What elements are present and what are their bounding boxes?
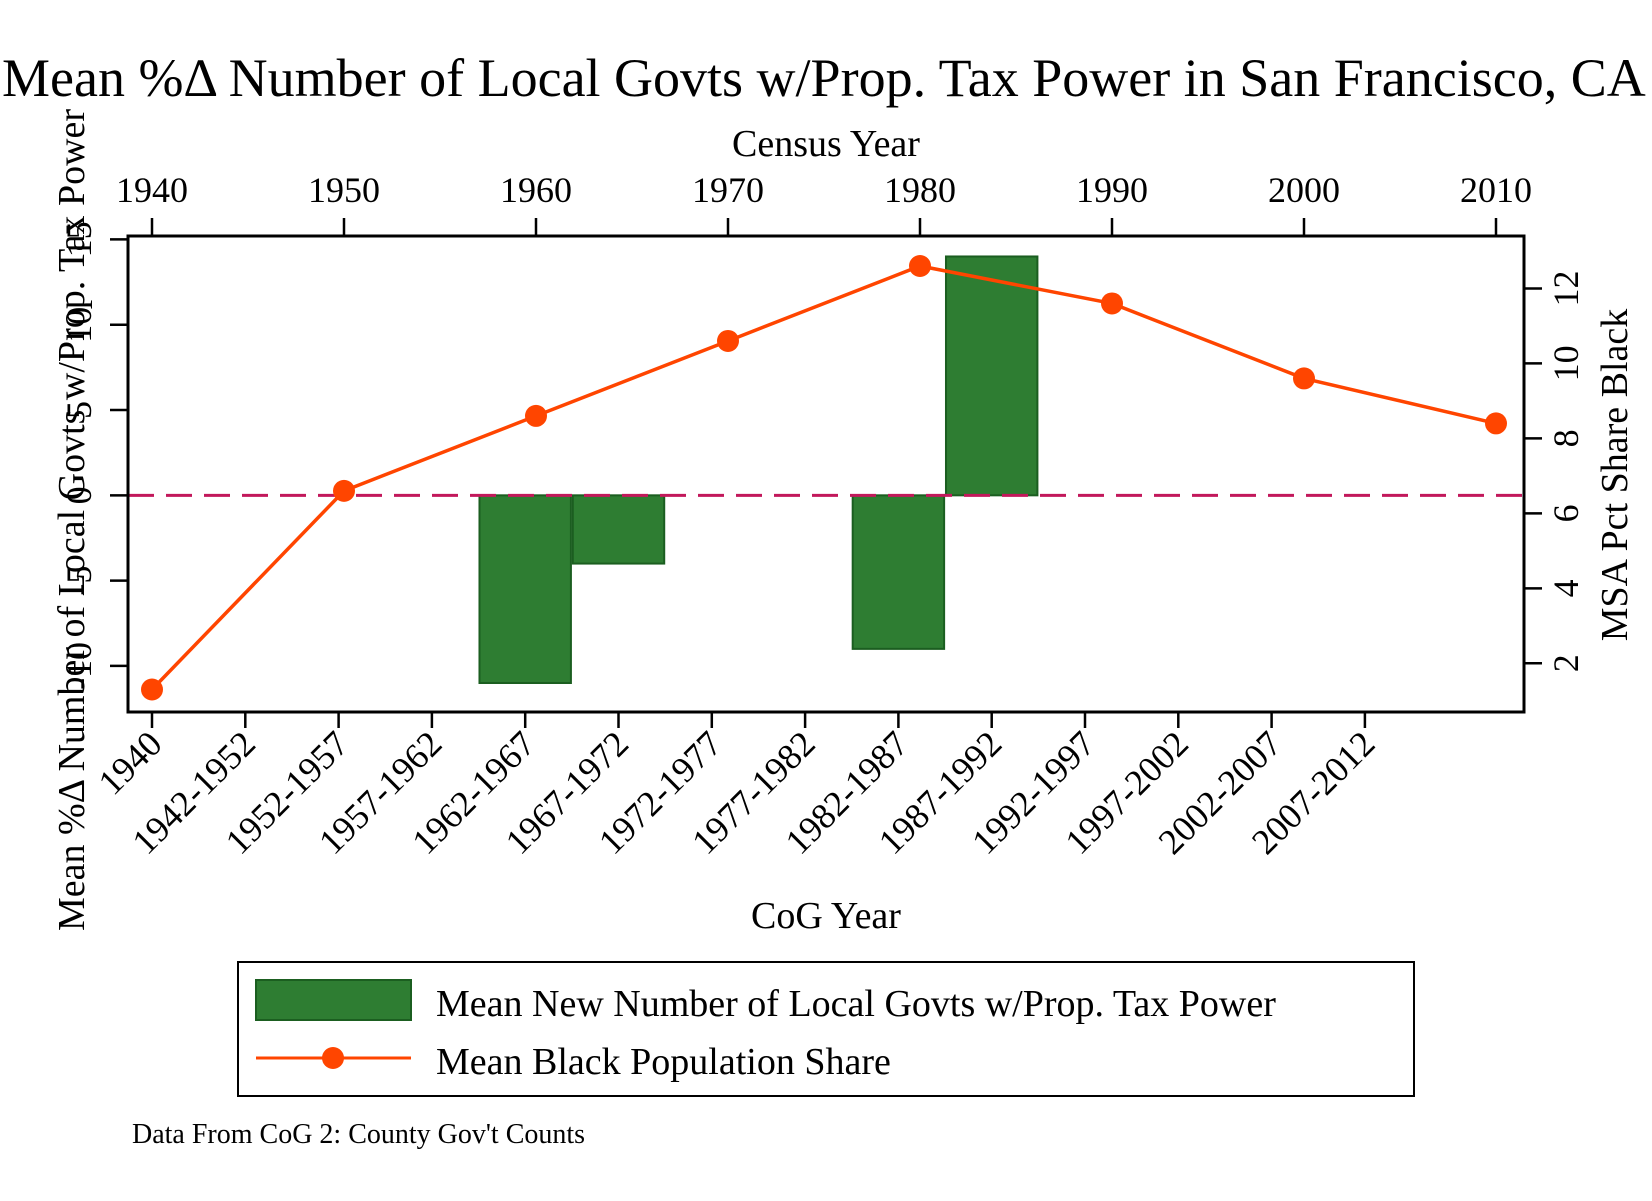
bar-series bbox=[478, 255, 1039, 684]
legend-label-bar: Mean New Number of Local Govts w/Prop. T… bbox=[436, 983, 1276, 1025]
bar-1982-1987 bbox=[851, 494, 946, 650]
left-tick-label: 5 bbox=[59, 401, 99, 419]
right-tick-label: 10 bbox=[1546, 345, 1586, 381]
bar-1967-1972 bbox=[571, 494, 666, 565]
top-tick-label: 1950 bbox=[308, 170, 380, 210]
line-point-1980 bbox=[909, 254, 931, 277]
top-tick-label: 2010 bbox=[1460, 170, 1532, 210]
bottom-axis: 19401942-19521952-19571957-19621962-1967… bbox=[90, 712, 1383, 862]
right-tick-label: 8 bbox=[1546, 429, 1586, 447]
right-axis: 2 4 6 8 10 12 bbox=[1524, 270, 1586, 672]
top-tick-label: 2000 bbox=[1268, 170, 1340, 210]
line-point-1950 bbox=[333, 479, 355, 502]
right-tick-label: 6 bbox=[1546, 504, 1586, 522]
legend-label-line: Mean Black Population Share bbox=[436, 1041, 891, 1083]
left-tick-label: 10 bbox=[59, 307, 99, 343]
right-axis-title: MSA Pct Share Black bbox=[1594, 309, 1636, 641]
top-tick-label: 1970 bbox=[692, 170, 764, 210]
legend-bar-swatch bbox=[255, 979, 412, 1021]
top-tick-label: 1960 bbox=[500, 170, 572, 210]
left-axis: -10 -5 0 5 10 15 bbox=[59, 221, 128, 690]
line-point-1960 bbox=[525, 404, 547, 427]
right-tick-label: 4 bbox=[1546, 579, 1586, 597]
legend-frame bbox=[237, 961, 1415, 1097]
left-tick-label: -5 bbox=[59, 566, 99, 596]
top-axis: 1940 1950 1960 1970 1980 1990 2000 2010 bbox=[116, 170, 1532, 236]
source-note: Data From CoG 2: County Gov't Counts bbox=[132, 1119, 585, 1150]
left-tick-label: 0 bbox=[59, 486, 99, 504]
bar-1962-1967 bbox=[478, 494, 572, 684]
top-tick-label: 1940 bbox=[116, 170, 188, 210]
chart-title: Mean %Δ Number of Local Govts w/Prop. Ta… bbox=[2, 48, 1652, 108]
legend-line-marker bbox=[322, 1047, 344, 1069]
bar-1987-1992 bbox=[944, 255, 1039, 497]
right-tick-label: 12 bbox=[1546, 270, 1586, 306]
plot-frame bbox=[126, 234, 1526, 714]
left-axis-title: Mean %Δ Number of Local Govts w/Prop. Ta… bbox=[51, 109, 93, 931]
bottom-tick-label: 1940 bbox=[90, 723, 169, 802]
left-tick-label: 15 bbox=[59, 221, 99, 257]
right-tick-label: 2 bbox=[1546, 654, 1586, 672]
top-axis-title: Census Year bbox=[732, 123, 920, 165]
line-point-1990 bbox=[1101, 292, 1123, 315]
legend: Mean New Number of Local Govts w/Prop. T… bbox=[237, 961, 1415, 1097]
top-tick-label: 1980 bbox=[884, 170, 956, 210]
line-point-2000 bbox=[1293, 367, 1315, 390]
bottom-axis-title: CoG Year bbox=[751, 895, 901, 937]
left-tick-label: -10 bbox=[59, 642, 99, 690]
line-point-1970 bbox=[717, 329, 739, 352]
line-point-1940 bbox=[141, 678, 163, 701]
top-tick-label: 1990 bbox=[1076, 170, 1148, 210]
line-series-path bbox=[150, 264, 1497, 691]
line-series bbox=[141, 254, 1507, 701]
line-point-2010 bbox=[1485, 412, 1507, 435]
